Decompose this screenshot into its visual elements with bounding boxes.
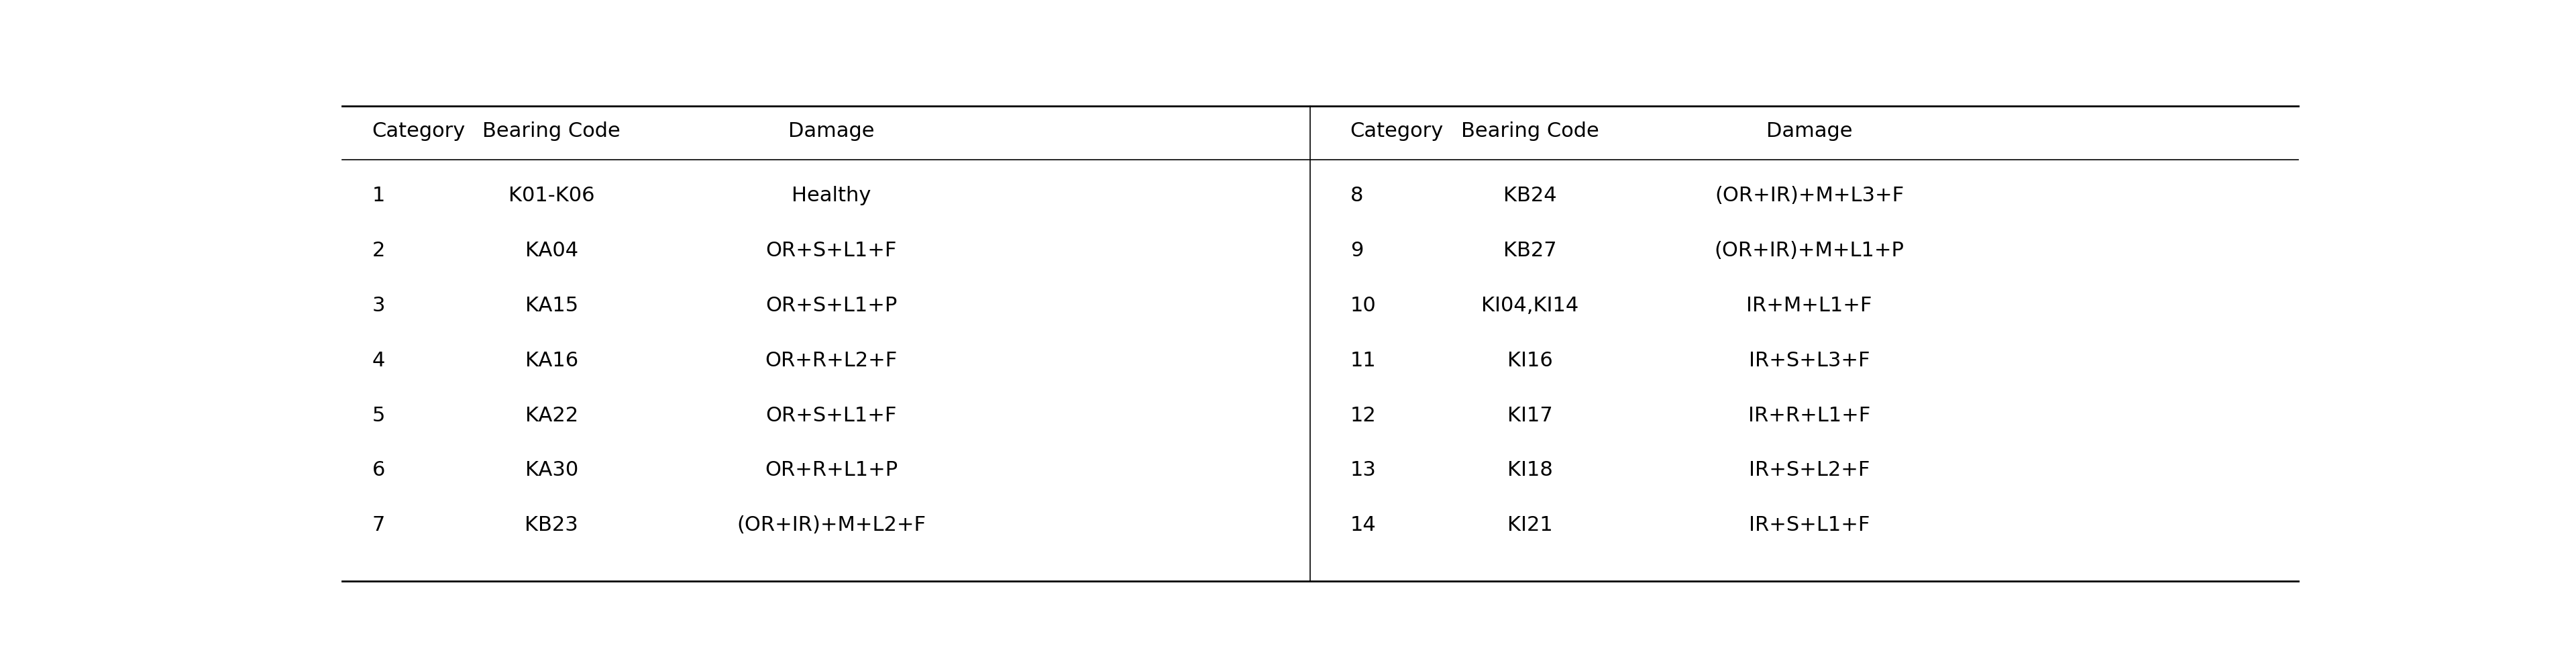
Text: OR+R+L2+F: OR+R+L2+F [765, 351, 896, 370]
Text: Damage: Damage [788, 121, 873, 141]
Text: 6: 6 [371, 461, 384, 480]
Text: 2: 2 [371, 241, 384, 260]
Text: 9: 9 [1350, 241, 1363, 260]
Text: Bearing Code: Bearing Code [482, 121, 621, 141]
Text: 7: 7 [371, 516, 384, 535]
Text: KB27: KB27 [1504, 241, 1556, 260]
Text: IR+S+L3+F: IR+S+L3+F [1749, 351, 1870, 370]
Text: OR+S+L1+P: OR+S+L1+P [765, 295, 896, 315]
Text: Bearing Code: Bearing Code [1461, 121, 1600, 141]
Text: KA16: KA16 [526, 351, 577, 370]
Text: IR+S+L2+F: IR+S+L2+F [1749, 461, 1870, 480]
Text: OR+S+L1+F: OR+S+L1+F [765, 241, 896, 260]
Text: KB23: KB23 [526, 516, 580, 535]
Text: 5: 5 [371, 406, 384, 425]
Text: Category: Category [1350, 121, 1443, 141]
Text: 3: 3 [371, 295, 384, 315]
Text: K01-K06: K01-K06 [507, 186, 595, 205]
Text: Category: Category [371, 121, 466, 141]
Text: KI04,KI14: KI04,KI14 [1481, 295, 1579, 315]
Text: 14: 14 [1350, 516, 1376, 535]
Text: 8: 8 [1350, 186, 1363, 205]
Text: IR+M+L1+F: IR+M+L1+F [1747, 295, 1873, 315]
Text: 12: 12 [1350, 406, 1376, 425]
Text: (OR+IR)+M+L2+F: (OR+IR)+M+L2+F [737, 516, 925, 535]
Text: KA30: KA30 [526, 461, 577, 480]
Text: KB24: KB24 [1504, 186, 1556, 205]
Text: (OR+IR)+M+L1+P: (OR+IR)+M+L1+P [1716, 241, 1904, 260]
Text: (OR+IR)+M+L3+F: (OR+IR)+M+L3+F [1716, 186, 1904, 205]
Text: 4: 4 [371, 351, 384, 370]
Text: Damage: Damage [1767, 121, 1852, 141]
Text: 13: 13 [1350, 461, 1376, 480]
Text: KI18: KI18 [1507, 461, 1553, 480]
Text: Healthy: Healthy [791, 186, 871, 205]
Text: KI21: KI21 [1507, 516, 1553, 535]
Text: IR+R+L1+F: IR+R+L1+F [1749, 406, 1870, 425]
Text: KI17: KI17 [1507, 406, 1553, 425]
Text: OR+S+L1+F: OR+S+L1+F [765, 406, 896, 425]
Text: KA15: KA15 [526, 295, 577, 315]
Text: KA04: KA04 [526, 241, 577, 260]
Text: KA22: KA22 [526, 406, 577, 425]
Text: 11: 11 [1350, 351, 1376, 370]
Text: 10: 10 [1350, 295, 1376, 315]
Text: KI16: KI16 [1507, 351, 1553, 370]
Text: OR+R+L1+P: OR+R+L1+P [765, 461, 896, 480]
Text: 1: 1 [371, 186, 384, 205]
Text: IR+S+L1+F: IR+S+L1+F [1749, 516, 1870, 535]
